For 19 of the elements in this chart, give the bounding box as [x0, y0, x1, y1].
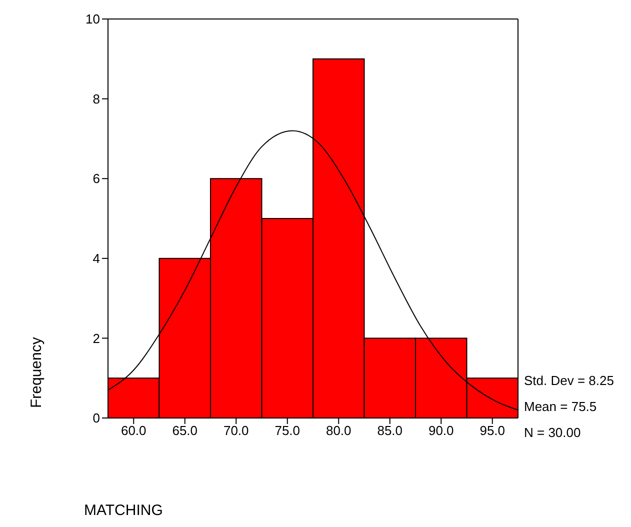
- x-tick-label: 95.0: [480, 423, 506, 438]
- text: N = 30.00: [524, 424, 582, 442]
- x-tick-label: 65.0: [172, 423, 198, 438]
- y-tick-label: 6: [92, 171, 100, 186]
- x-axis-title: MATCHING: [84, 502, 163, 519]
- x-tick-label: 90.0: [428, 423, 454, 438]
- y-tick-label: 8: [92, 91, 100, 106]
- text: Mean = 75.5: [524, 398, 598, 416]
- text: Std. Dev = 8.25: [524, 372, 614, 390]
- x-tick-label: 85.0: [377, 423, 403, 438]
- x-tick-label: 75.0: [274, 423, 300, 438]
- y-tick-label: 2: [92, 330, 100, 346]
- x-tick-label: 80.0: [326, 423, 352, 438]
- y-axis-title: Frequency: [28, 337, 45, 408]
- y-tick-label: 4: [92, 251, 100, 266]
- x-tick-label: 70.0: [223, 423, 249, 438]
- y-tick-label: 0: [92, 410, 100, 426]
- x-tick-label: 60.0: [120, 423, 146, 438]
- y-tick-label: 10: [86, 12, 100, 27]
